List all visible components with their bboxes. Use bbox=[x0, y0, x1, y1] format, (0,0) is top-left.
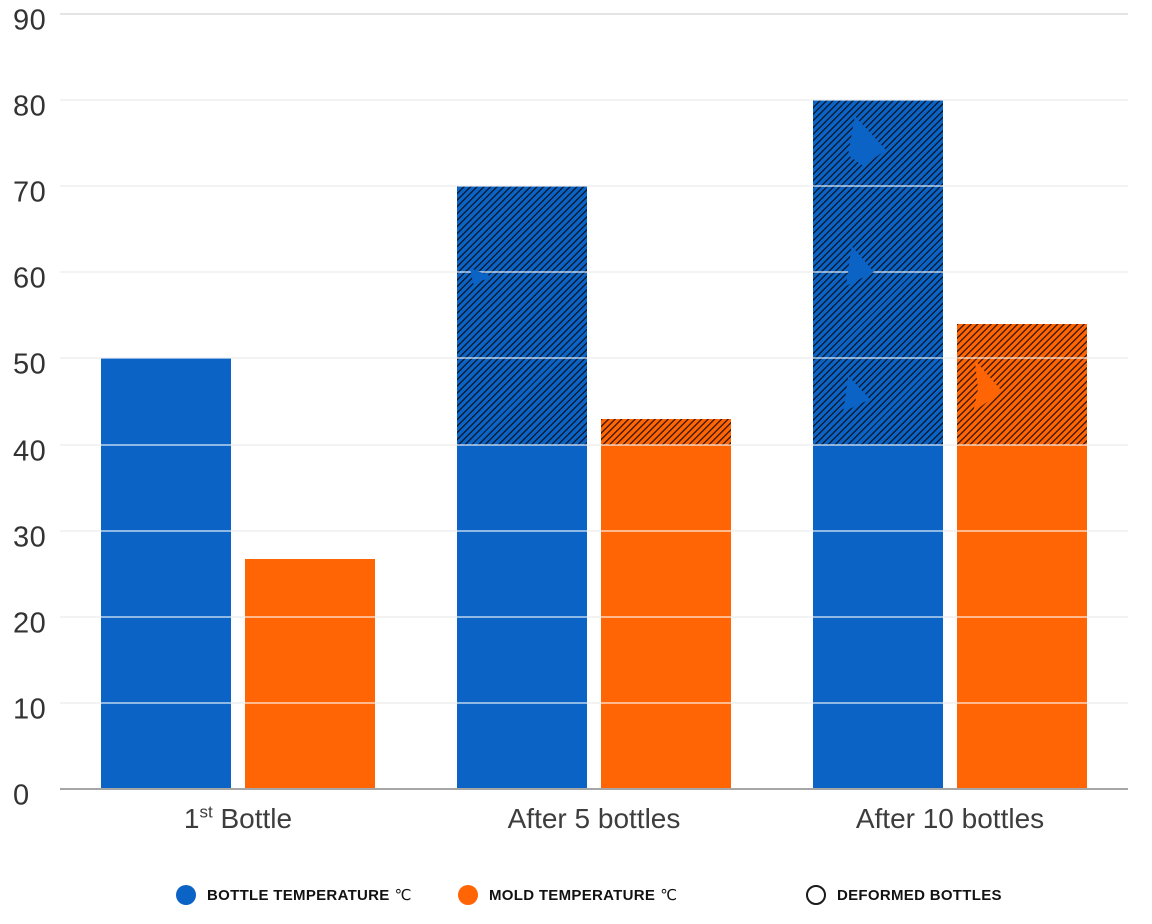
legend-label: DEFORMED BOTTLES bbox=[837, 886, 1002, 904]
x-axis-label: After 10 bottles bbox=[855, 803, 1045, 834]
legend-label: BOTTLE TEMPERATURE ℃ bbox=[207, 887, 412, 904]
y-tick-label: 50 bbox=[13, 348, 47, 381]
gridline-overlay bbox=[60, 357, 1128, 360]
legend-swatch-deformed-bottles-icon bbox=[806, 885, 826, 905]
y-tick-label: 30 bbox=[13, 521, 47, 554]
bar-mold-temperature-2[interactable] bbox=[601, 418, 731, 789]
legend-unit: ℃ bbox=[660, 887, 678, 904]
gridline-overlay bbox=[60, 529, 1128, 532]
gridline-overlay bbox=[60, 99, 1128, 102]
legend-swatch-mold-temperature-icon bbox=[458, 885, 478, 905]
legend-unit: ℃ bbox=[394, 887, 412, 904]
gridline-overlay bbox=[60, 615, 1128, 618]
gridline-overlay bbox=[60, 185, 1128, 188]
legend-item-mold-temperature[interactable]: MOLD TEMPERATURE ℃ bbox=[458, 884, 677, 906]
x-axis-label: 1st Bottle bbox=[183, 802, 293, 834]
legend-swatch-bottle-temperature-icon bbox=[176, 885, 196, 905]
y-tick-label: 90 bbox=[13, 4, 47, 37]
x-axis-label: After 5 bottles bbox=[507, 803, 681, 834]
y-tick-label: 0 bbox=[13, 779, 30, 812]
y-tick-label: 40 bbox=[13, 435, 47, 468]
bar-bottle-temperature-2[interactable] bbox=[457, 186, 587, 789]
bar-mold-temperature-3[interactable] bbox=[957, 324, 1087, 789]
legend-label: MOLD TEMPERATURE ℃ bbox=[489, 887, 678, 904]
bar-bottle-temperature-1[interactable] bbox=[101, 358, 231, 789]
gridline-overlay bbox=[60, 271, 1128, 274]
gridline-overlay bbox=[60, 443, 1128, 446]
deformed-hatch-overlay bbox=[957, 324, 1087, 445]
legend-item-deformed-bottles[interactable]: DEFORMED BOTTLES bbox=[806, 884, 1002, 906]
x-axis-line bbox=[60, 788, 1128, 790]
y-tick-label: 20 bbox=[13, 607, 47, 640]
deformed-hatch-overlay bbox=[601, 418, 731, 445]
y-tick-label: 60 bbox=[13, 262, 47, 295]
legend-item-bottle-temperature[interactable]: BOTTLE TEMPERATURE ℃ bbox=[176, 884, 412, 906]
y-tick-label: 10 bbox=[13, 693, 47, 726]
gridline bbox=[60, 13, 1128, 15]
deformed-hatch-overlay bbox=[457, 186, 587, 445]
y-tick-label: 70 bbox=[13, 176, 47, 209]
gridline-overlay bbox=[60, 701, 1128, 704]
y-tick-label: 80 bbox=[13, 90, 47, 123]
bar-mold-temperature-1[interactable] bbox=[245, 559, 375, 789]
